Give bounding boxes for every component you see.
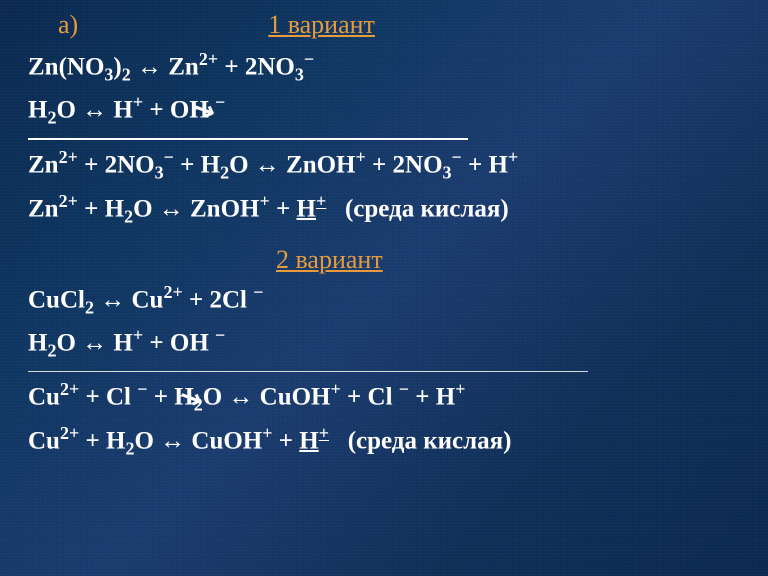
- v1-eq4: Zn2+ + H2O ↔ ZnOH+ + H+ (среда кислая): [28, 188, 740, 231]
- v2-eq1: CuCl2 ↔ Cu2+ + 2Cl −: [28, 279, 740, 322]
- v2-eq4: Cu2+ + H2O ↔ CuOH+ + H+ (среда кислая): [28, 420, 740, 463]
- v2-eq3: Cu2+ + Cl − + H2O ↔ CuOH+ + Cl − + H+: [28, 376, 740, 419]
- divider-1: [28, 138, 468, 140]
- variant1-title: 1 вариант: [268, 10, 375, 40]
- variant2-title: 2 вариант: [276, 245, 740, 275]
- v1-eq3: Zn2+ + 2NO3− + H2O ↔ ZnOH+ + 2NO3− + H+: [28, 144, 740, 187]
- section-a-label: а): [58, 10, 78, 40]
- slide-content: а) 1 вариант Zn(NO3)2 ↔ Zn2+ + 2NO3− H2O…: [0, 0, 768, 463]
- v1-eq2: H2O ↔ H+ + OH −: [28, 89, 740, 132]
- heading-row: а) 1 вариант: [28, 10, 740, 40]
- v2-eq2: H2O ↔ H+ + OH −: [28, 322, 740, 365]
- divider-2: [28, 371, 588, 372]
- v1-eq1: Zn(NO3)2 ↔ Zn2+ + 2NO3−: [28, 46, 740, 89]
